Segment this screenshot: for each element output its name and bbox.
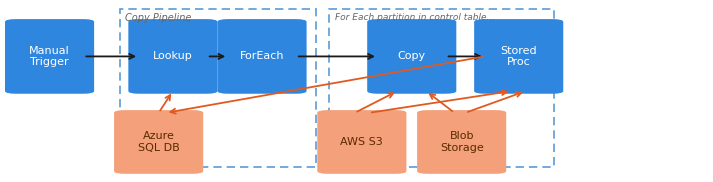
Text: Azure
SQL DB: Azure SQL DB [138, 131, 180, 153]
FancyBboxPatch shape [474, 19, 563, 94]
FancyBboxPatch shape [417, 110, 506, 174]
Text: Copy: Copy [398, 52, 426, 61]
Text: For Each partition in control table...: For Each partition in control table... [335, 13, 496, 22]
Bar [329, 9, 554, 167]
FancyBboxPatch shape [114, 110, 203, 174]
FancyBboxPatch shape [5, 19, 94, 94]
Text: AWS S3: AWS S3 [341, 137, 383, 147]
Bar [120, 9, 316, 167]
Text: Lookup: Lookup [153, 52, 193, 61]
Text: Stored
Proc: Stored Proc [501, 46, 537, 67]
FancyBboxPatch shape [317, 110, 406, 174]
Text: Copy Pipeline: Copy Pipeline [125, 13, 192, 23]
FancyBboxPatch shape [128, 19, 217, 94]
Text: Blob
Storage: Blob Storage [440, 131, 483, 153]
FancyBboxPatch shape [367, 19, 456, 94]
Text: Manual
Trigger: Manual Trigger [29, 46, 70, 67]
FancyBboxPatch shape [217, 19, 307, 94]
Text: ForEach: ForEach [240, 52, 284, 61]
